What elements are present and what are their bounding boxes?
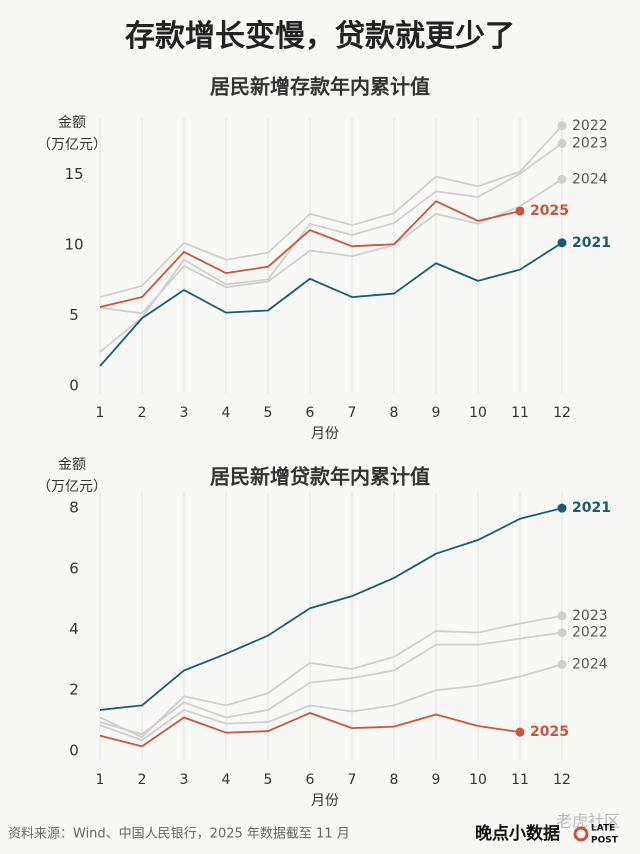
x-tick-label: 9 [432,772,441,788]
x-tick-label: 11 [511,405,529,421]
y-tick-label: 0 [69,376,79,394]
x-tick-label: 7 [348,772,357,788]
x-axis-label: 月份 [311,793,339,809]
x-tick-label: 12 [553,405,571,421]
x-tick-label: 1 [96,772,105,788]
x-tick-label: 10 [469,772,487,788]
series-label: 2023 [572,135,608,151]
series-line [99,178,563,315]
watermark: 老虎社区 [556,812,620,831]
x-tick-label: 4 [222,405,231,421]
series-label: 2025 [530,724,569,740]
x-axis-label: 月份 [311,426,339,442]
y-tick-label: 0 [69,741,79,759]
logo-text: POST [591,836,619,846]
y-axis-label: （万亿元） [37,137,107,153]
x-tick-label: 2 [138,405,147,421]
chart-title: 居民新增贷款年内累计值 [210,465,430,489]
x-tick-label: 4 [222,772,231,788]
source-note: 资料来源：Wind、中国人民银行，2025 年数据截至 11 月 [8,827,350,842]
y-tick-label: 6 [69,559,79,577]
series-line [99,200,521,308]
x-tick-label: 1 [96,405,105,421]
y-tick-label: 10 [64,235,83,253]
y-tick-label: 2 [69,681,79,699]
x-tick-label: 6 [306,772,315,788]
x-tick-label: 2 [138,772,147,788]
x-tick-label: 5 [264,772,273,788]
x-tick-label: 5 [264,405,273,421]
series-line [99,142,563,353]
chart-title: 居民新增存款年内累计值 [210,75,430,99]
y-tick-label: 15 [64,165,83,183]
series-label: 2021 [572,235,611,251]
series-label: 2022 [572,118,608,134]
x-tick-label: 8 [390,405,399,421]
end-dot [557,659,567,669]
series-line [99,712,521,748]
end-dot [557,138,567,148]
x-tick-label: 11 [511,772,529,788]
end-dot [515,727,525,737]
series-label: 2024 [572,171,608,187]
x-tick-label: 9 [432,405,441,421]
y-tick-label: 8 [69,499,79,517]
series-line [99,614,563,739]
logo-text: LATE [591,824,615,834]
y-axis-label: （万亿元） [37,479,107,495]
x-tick-label: 12 [553,772,571,788]
end-dot [515,206,525,216]
x-tick-label: 7 [348,405,357,421]
series-line [99,663,563,742]
series-line [99,631,563,736]
y-tick-label: 4 [69,620,79,638]
series-label: 2022 [572,625,608,641]
series-line [99,507,563,711]
x-tick-label: 3 [180,772,189,788]
series-label: 2024 [572,656,608,672]
series-line [99,125,563,298]
x-tick-label: 8 [390,772,399,788]
end-dot [557,121,567,131]
x-tick-label: 10 [469,405,487,421]
y-axis-label: 金额 [58,457,86,473]
series-label: 2023 [572,608,608,624]
series-label: 2025 [530,203,569,219]
y-axis-label: 金额 [58,115,86,131]
series-label: 2021 [572,500,611,516]
x-tick-label: 6 [306,405,315,421]
x-tick-label: 3 [180,405,189,421]
brand: 晚点小数据 [475,823,560,844]
page-title: 存款增长变慢，贷款就更少了 [125,19,515,54]
end-dot [557,238,567,248]
logo-ring [573,826,589,842]
end-dot [557,628,567,638]
end-dot [557,174,567,184]
end-dot [557,611,567,621]
series-line [99,242,563,367]
y-tick-label: 5 [69,306,79,324]
end-dot [557,503,567,513]
